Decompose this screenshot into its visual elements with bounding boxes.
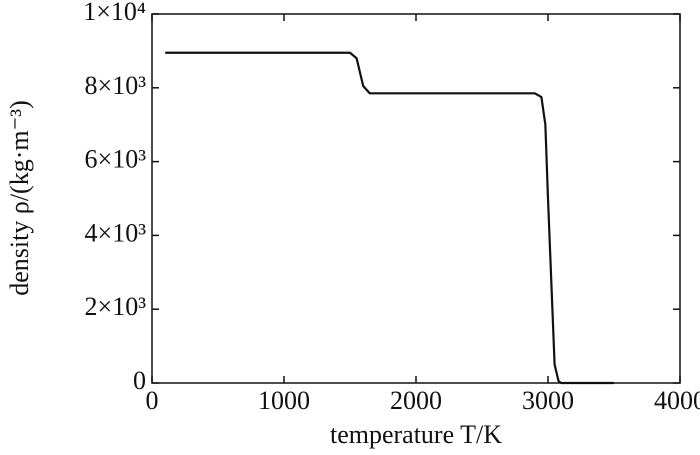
y-axis-label: density ρ/(kg·m⁻³) — [5, 100, 34, 296]
y-tick-label: 1×10⁴ — [83, 0, 146, 26]
x-tick-label: 3000 — [522, 386, 574, 415]
x-axis-label: temperature T/K — [330, 420, 502, 449]
data-line — [165, 51, 614, 385]
y-tick-label: 6×10³ — [85, 145, 147, 174]
y-tick-label: 4×10³ — [85, 218, 147, 247]
plot-frame — [151, 13, 681, 384]
y-tick-label: 0 — [133, 366, 146, 395]
x-tick-label: 4000 — [654, 386, 700, 415]
x-tick-label: 2000 — [390, 386, 442, 415]
y-tick-label: 8×10³ — [85, 71, 147, 100]
x-tick-label: 0 — [146, 386, 159, 415]
y-tick-label: 2×10³ — [85, 292, 147, 321]
x-tick-label: 1000 — [258, 386, 310, 415]
